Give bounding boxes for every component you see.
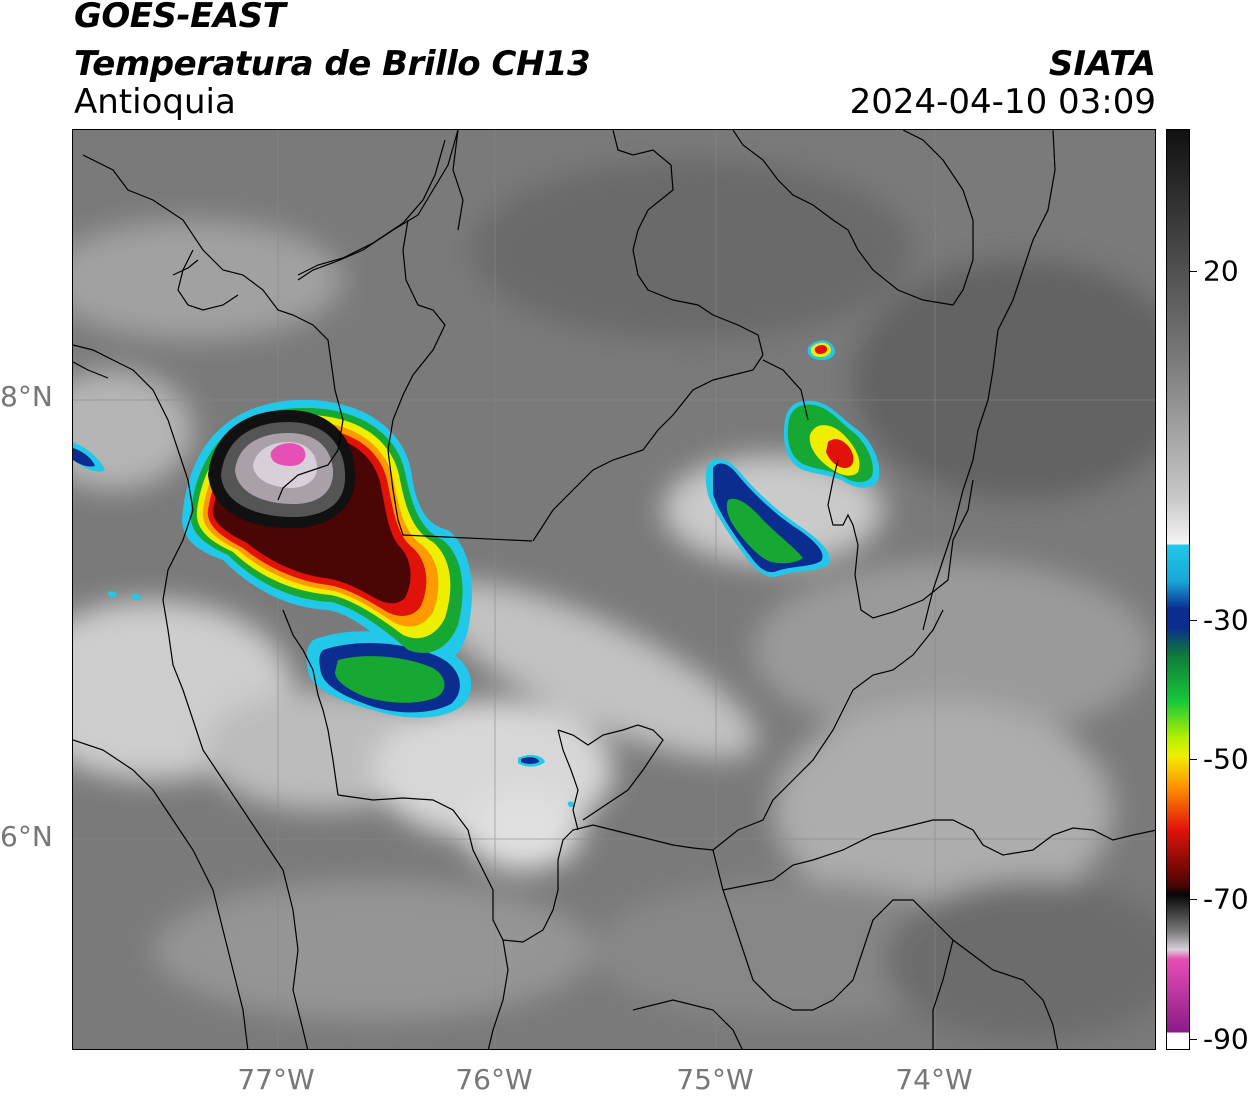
lon-label-74w: 74°W — [895, 1063, 973, 1096]
colorbar-label-minus90: -90 — [1203, 1022, 1249, 1056]
storm-northeast — [783, 340, 880, 488]
cloud-field — [73, 130, 1155, 1049]
storm-central — [705, 458, 830, 578]
colorbar-tick-minus30 — [1189, 620, 1197, 621]
title-line1: GOES-EAST — [74, 0, 286, 36]
colorbar-tick-minus50 — [1189, 759, 1197, 760]
storm-fragments — [73, 442, 575, 808]
lon-label-77w: 77°W — [237, 1063, 315, 1096]
colorbar-tick-20 — [1189, 271, 1197, 272]
timestamp-label: 2024-04-10 03:09 — [849, 82, 1156, 122]
agency-label: SIATA — [1048, 44, 1156, 84]
colorbar-label-minus50: -50 — [1203, 742, 1249, 776]
satellite-map — [72, 129, 1156, 1050]
region-label: Antioquia — [74, 82, 236, 122]
lat-label-8n: 8°N — [0, 380, 53, 413]
storm-northwest — [182, 399, 472, 718]
lon-label-76w: 76°W — [455, 1063, 533, 1096]
title-line2: Temperatura de Brillo CH13 — [74, 44, 591, 84]
colorbar-tick-minus90 — [1189, 1039, 1197, 1040]
colorbar-label-minus70: -70 — [1203, 882, 1249, 916]
colorbar-label-20: 20 — [1203, 254, 1239, 288]
colorbar — [1166, 129, 1190, 1050]
lat-label-6n: 6°N — [0, 820, 53, 853]
colorbar-label-minus30: -30 — [1203, 603, 1249, 637]
boundaries — [73, 130, 1155, 1049]
lon-label-75w: 75°W — [676, 1063, 754, 1096]
colorbar-tick-minus70 — [1189, 899, 1197, 900]
